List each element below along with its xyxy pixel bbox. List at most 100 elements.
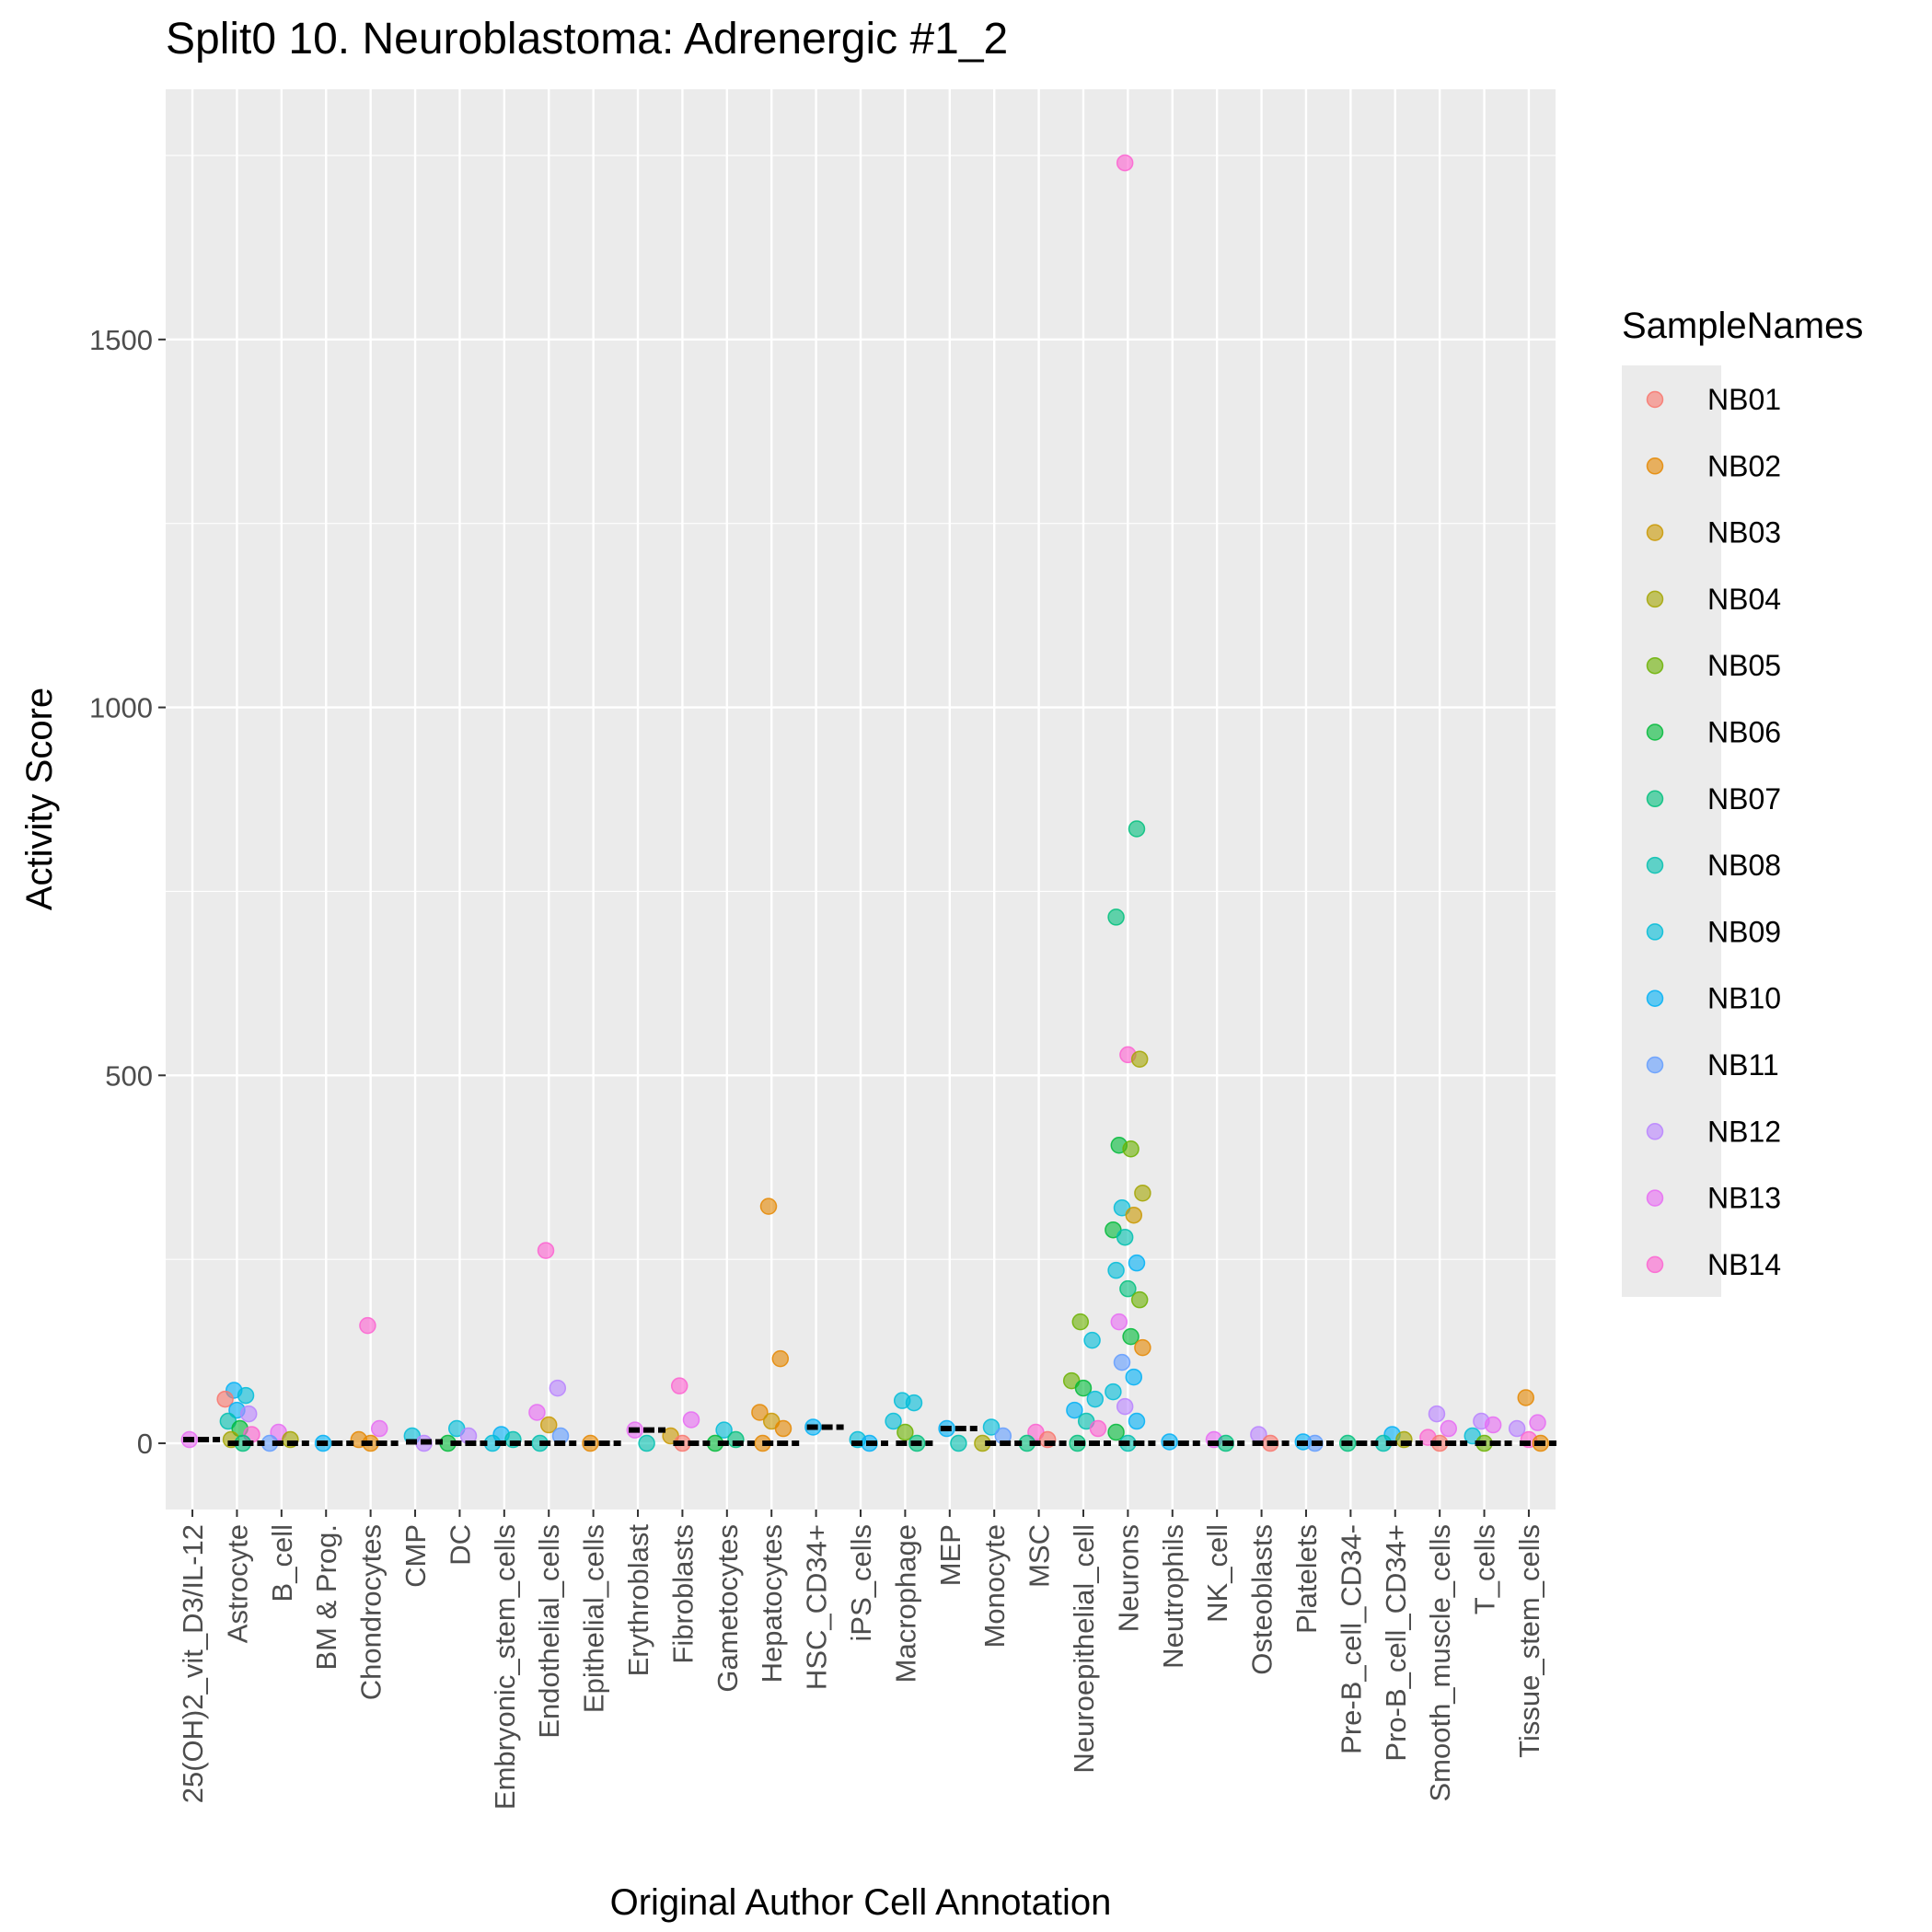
legend-label: NB08 [1707,849,1781,882]
legend: SampleNames NB01 NB02 NB03 NB04 NB05 NB06 NB07… [1622,306,1863,1297]
y-tick-label: 500 [105,1059,153,1092]
x-tick-label: Monocyte [978,1524,1011,1648]
data-point [1110,1313,1128,1331]
x-tick-label: Astrocyte [221,1524,253,1643]
x-tick-label: Gametocytes [711,1524,744,1693]
x-tick-label: Macrophage [889,1524,921,1683]
data-point [1529,1414,1546,1431]
data-point [1125,1368,1143,1386]
legend-label: NB06 [1707,716,1781,749]
data-point [1086,1390,1105,1408]
legend-key [1646,524,1664,541]
legend-key [1646,457,1664,475]
legend-label: NB02 [1707,449,1781,482]
legend-key [1646,723,1664,741]
legend-key [1646,1056,1664,1074]
legend-label: NB13 [1707,1182,1781,1215]
legend-key [1646,1123,1664,1140]
legend-label: NB09 [1707,915,1781,948]
x-tick-label: DC [444,1524,476,1566]
x-axis: 25(OH)2_vit_D3/IL-12 Astrocyte B_cell BM & … [177,1510,1545,1810]
y-tick-label: 1500 [89,324,153,356]
data-point [1107,1261,1125,1279]
data-point [239,1405,258,1423]
data-point [1107,908,1125,926]
legend-key [1646,1189,1664,1207]
data-point [1130,1290,1149,1309]
data-point [359,1316,376,1335]
data-point [1128,1412,1146,1430]
y-tick-label: 0 [137,1428,153,1460]
data-point [1122,1140,1140,1158]
x-tick-label: HSC_CD34+ [801,1524,833,1690]
legend-title: SampleNames [1622,306,1863,346]
chart-title: Split0 10. Neuroblastoma: Adrenergic #1_… [166,15,1008,64]
legend-key [1646,390,1664,409]
data-point [237,1386,255,1405]
x-tick-label: Tissue_stem_cells [1513,1524,1545,1758]
data-point [682,1411,700,1429]
data-point [216,1390,234,1408]
x-tick-label: Chondrocytes [355,1524,388,1700]
data-point [1484,1416,1502,1434]
data-point [528,1404,546,1421]
x-tick-label: Pre-B_cell_CD34- [1335,1524,1367,1754]
legend-key [1646,1255,1664,1274]
data-point [1428,1405,1446,1423]
x-tick-label: NK_cell [1201,1524,1233,1623]
data-point [1128,1254,1146,1272]
data-points [180,154,1550,1452]
x-tick-label: 25(OH)2_vit_D3/IL-12 [177,1524,209,1803]
legend-label: NB11 [1707,1048,1779,1082]
legend-key [1646,590,1664,608]
data-point [1105,1382,1122,1401]
legend-key [1646,989,1664,1007]
legend-label: NB05 [1707,649,1781,682]
x-tick-label: Erythroblast [622,1524,654,1677]
x-tick-label: Smooth_muscle_cells [1424,1524,1456,1802]
data-point [1508,1419,1526,1438]
data-point [1119,1279,1137,1298]
legend-label: NB04 [1707,583,1781,616]
data-point [774,1419,792,1438]
x-tick-label: Fibroblasts [666,1524,699,1664]
y-axis: 0 500 1000 1500 [89,324,166,1460]
data-point [982,1418,1001,1436]
data-point [1517,1389,1535,1406]
data-point [751,1404,769,1421]
data-point [1440,1419,1458,1438]
data-point [1130,1050,1149,1068]
data-point [549,1379,567,1397]
data-point [1113,1353,1131,1371]
x-tick-label: MSC [1024,1524,1056,1588]
median-bars [183,1424,1556,1447]
data-point [897,1423,914,1441]
data-point [1125,1206,1143,1224]
legend-label: NB10 [1707,982,1781,1015]
data-point [370,1419,388,1438]
data-point [1134,1338,1151,1357]
x-tick-label: Osteoblasts [1246,1524,1278,1675]
x-tick-label: Epithelial_cells [578,1524,610,1713]
legend-label: NB14 [1707,1248,1781,1281]
data-point [1122,1327,1140,1346]
data-point [759,1197,778,1215]
data-point [1116,154,1134,172]
data-point [1116,1228,1134,1246]
x-tick-label: Hepatocytes [756,1524,788,1683]
data-point [539,1416,558,1434]
x-tick-label: MEP [934,1524,966,1586]
x-axis-title: Original Author Cell Annotation [610,1882,1112,1923]
x-tick-label: B_cell [266,1524,298,1602]
data-point [1074,1379,1093,1397]
data-point [1089,1419,1107,1438]
x-tick-label: Endothelial_cells [533,1524,565,1739]
legend-label: NB03 [1707,516,1781,550]
x-tick-label: Platelets [1290,1524,1323,1634]
data-point [1128,820,1146,838]
legend-key [1646,856,1664,874]
data-point [537,1242,555,1259]
data-point [950,1434,967,1452]
data-point [905,1394,923,1412]
